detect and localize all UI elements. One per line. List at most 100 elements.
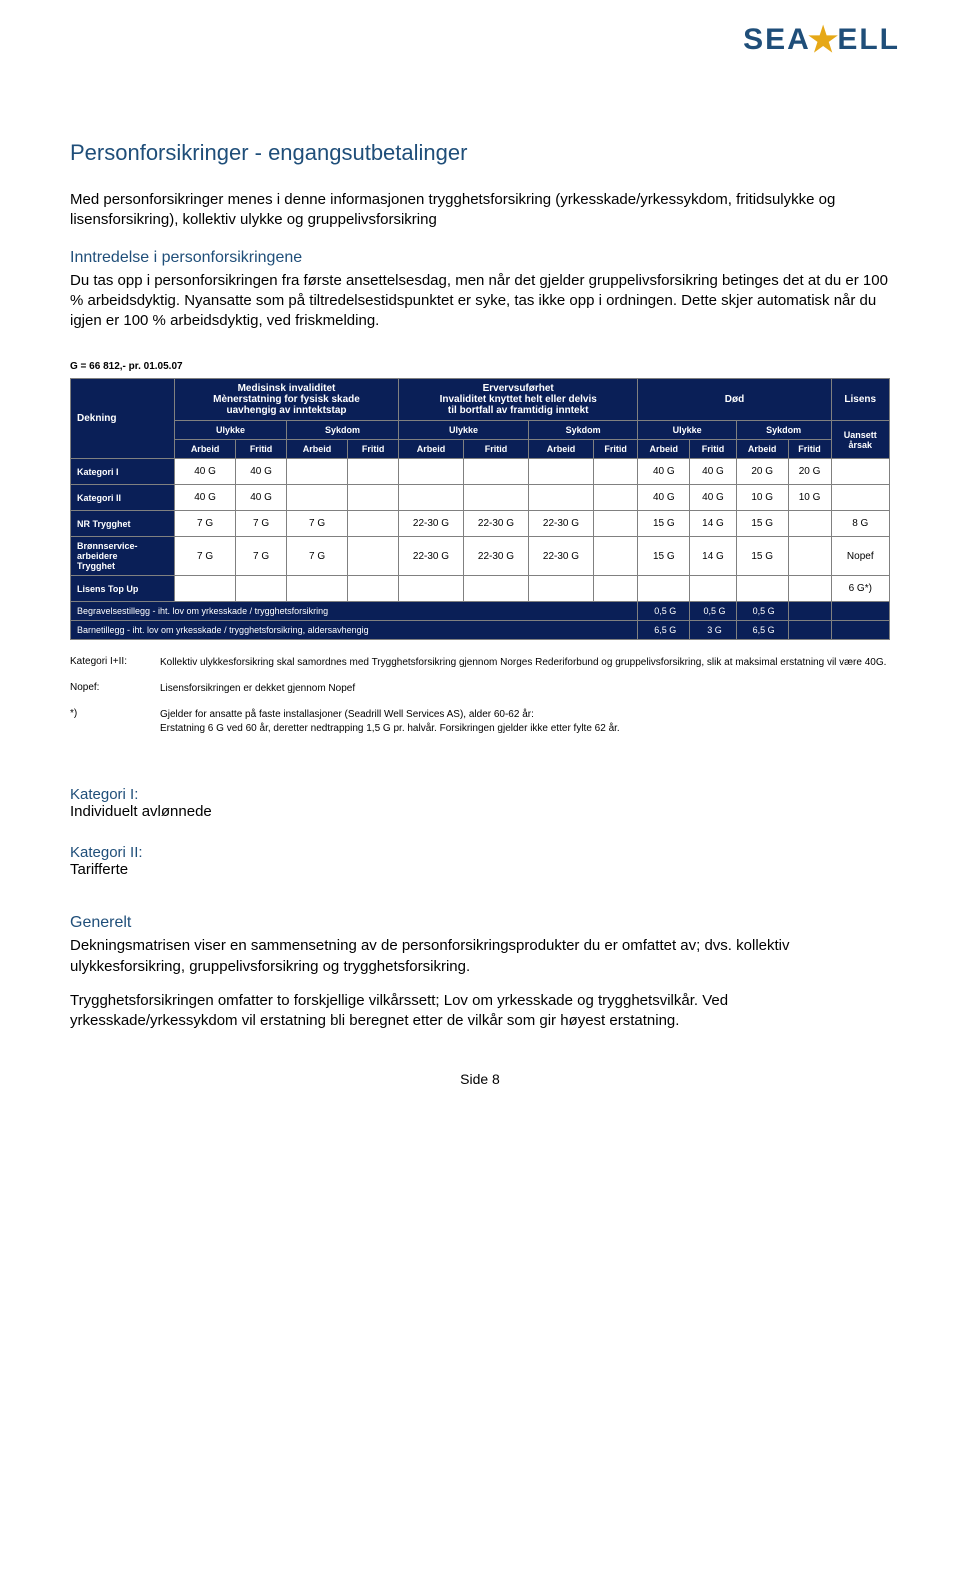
page-number: Side 8 <box>70 1071 890 1087</box>
footnote: *)Gjelder for ansatte på faste installas… <box>70 708 890 736</box>
table-cell: 22-30 G <box>463 537 528 576</box>
table-cell: 7 G <box>174 511 235 537</box>
table-cell: 7 G <box>286 537 347 576</box>
section-1-heading: Inntredelse i personforsikringene <box>70 249 890 267</box>
table-row-label: Lisens Top Up <box>71 576 175 602</box>
footnotes: Kategori I+II:Kollektiv ulykkesforsikrin… <box>70 656 890 736</box>
star-icon: ★ <box>808 20 840 60</box>
table-cell <box>788 537 831 576</box>
th-arbeid: Arbeid <box>174 440 235 459</box>
footnote-label: Kategori I+II: <box>70 656 160 670</box>
table-cell <box>788 602 831 621</box>
table-cell: 10 G <box>788 485 831 511</box>
table-cell: 22-30 G <box>399 511 464 537</box>
table-cell <box>593 537 637 576</box>
kategori-1-block: Kategori I: Individuelt avlønnede <box>70 786 890 820</box>
table-cell: 40 G <box>638 459 690 485</box>
table-cell: 40 G <box>236 485 287 511</box>
table-cell: 40 G <box>638 485 690 511</box>
th-arbeid: Arbeid <box>399 440 464 459</box>
generelt-heading: Generelt <box>70 914 890 932</box>
th-sykdom-3: Sykdom <box>736 421 831 440</box>
table-cell: 3 G <box>690 621 737 640</box>
footnote-label: *) <box>70 708 160 736</box>
th-ulykke-3: Ulykke <box>638 421 736 440</box>
table-cell <box>286 576 347 602</box>
footnote-text: Lisensforsikringen er dekket gjennom Nop… <box>160 682 890 696</box>
table-cell <box>788 621 831 640</box>
th-fritid: Fritid <box>690 440 737 459</box>
th-ulykke-2: Ulykke <box>399 421 529 440</box>
table-cell <box>593 511 637 537</box>
th-ulykke-1: Ulykke <box>174 421 286 440</box>
table-cell <box>348 485 399 511</box>
table-cell <box>690 576 737 602</box>
table-cell: Nopef <box>831 537 889 576</box>
table-cell <box>286 459 347 485</box>
table-cell: 10 G <box>736 485 788 511</box>
table-cell <box>528 459 593 485</box>
table-cell <box>348 537 399 576</box>
th-dekning: Dekning <box>71 379 175 459</box>
table-cell: 40 G <box>174 459 235 485</box>
kategori-1-title: Kategori I: <box>70 786 890 803</box>
table-row-label: Kategori I <box>71 459 175 485</box>
generelt-p2: Trygghetsforsikringen omfatter to forskj… <box>70 991 890 1032</box>
footnote-text: Gjelder for ansatte på faste installasjo… <box>160 708 890 736</box>
th-fritid: Fritid <box>463 440 528 459</box>
table-cell: 6,5 G <box>638 621 690 640</box>
table-cell <box>174 576 235 602</box>
table-cell <box>831 485 889 511</box>
table-cell: 7 G <box>286 511 347 537</box>
table-cell: 40 G <box>690 485 737 511</box>
table-cell: 6,5 G <box>736 621 788 640</box>
table-cell: 20 G <box>788 459 831 485</box>
table-cell: 6 G*) <box>831 576 889 602</box>
th-fritid: Fritid <box>788 440 831 459</box>
table-cell: 22-30 G <box>463 511 528 537</box>
table-cell <box>831 621 889 640</box>
section-1-body: Du tas opp i personforsikringen fra førs… <box>70 271 890 332</box>
table-cell: 22-30 G <box>528 537 593 576</box>
th-arbeid: Arbeid <box>286 440 347 459</box>
table-cell: 15 G <box>736 511 788 537</box>
kategori-2-body: Tarifferte <box>70 861 890 878</box>
th-fritid: Fritid <box>236 440 287 459</box>
begravelse-row-label: Begravelsestillegg - iht. lov om yrkessk… <box>71 602 638 621</box>
table-cell <box>348 459 399 485</box>
page-content: Personforsikringer - engangsutbetalinger… <box>0 70 960 1117</box>
table-cell: 0,5 G <box>736 602 788 621</box>
table-cell <box>399 485 464 511</box>
barnetillegg-row-label: Barnetillegg - iht. lov om yrkesskade / … <box>71 621 638 640</box>
table-cell: 22-30 G <box>528 511 593 537</box>
th-fritid: Fritid <box>348 440 399 459</box>
th-sykdom-1: Sykdom <box>286 421 398 440</box>
th-arbeid: Arbeid <box>638 440 690 459</box>
intro-paragraph: Med personforsikringer menes i denne inf… <box>70 190 890 231</box>
table-cell <box>593 459 637 485</box>
table-cell: 0,5 G <box>638 602 690 621</box>
company-logo: SEA ★ ELL <box>743 20 900 60</box>
th-ervervs: Ervervsuførhet Invaliditet knyttet helt … <box>399 379 638 421</box>
table-cell: 14 G <box>690 537 737 576</box>
table-cell: 7 G <box>236 511 287 537</box>
table-cell <box>399 459 464 485</box>
th-arbeid: Arbeid <box>528 440 593 459</box>
table-cell: 40 G <box>236 459 287 485</box>
table-cell: 22-30 G <box>399 537 464 576</box>
table-cell <box>399 576 464 602</box>
table-cell: 40 G <box>690 459 737 485</box>
table-cell <box>788 511 831 537</box>
th-lisens: Lisens <box>831 379 889 421</box>
kategori-2-title: Kategori II: <box>70 844 890 861</box>
th-sykdom-2: Sykdom <box>528 421 637 440</box>
th-arbeid: Arbeid <box>736 440 788 459</box>
generelt-p1: Dekningsmatrisen viser en sammensetning … <box>70 936 890 977</box>
table-cell <box>463 459 528 485</box>
footnote: Nopef:Lisensforsikringen er dekket gjenn… <box>70 682 890 696</box>
table-cell: 7 G <box>236 537 287 576</box>
table-cell: 8 G <box>831 511 889 537</box>
table-cell <box>463 576 528 602</box>
coverage-matrix-table: Dekning Medisinsk invaliditet Mènerstatn… <box>70 378 890 640</box>
kategori-1-body: Individuelt avlønnede <box>70 803 890 820</box>
